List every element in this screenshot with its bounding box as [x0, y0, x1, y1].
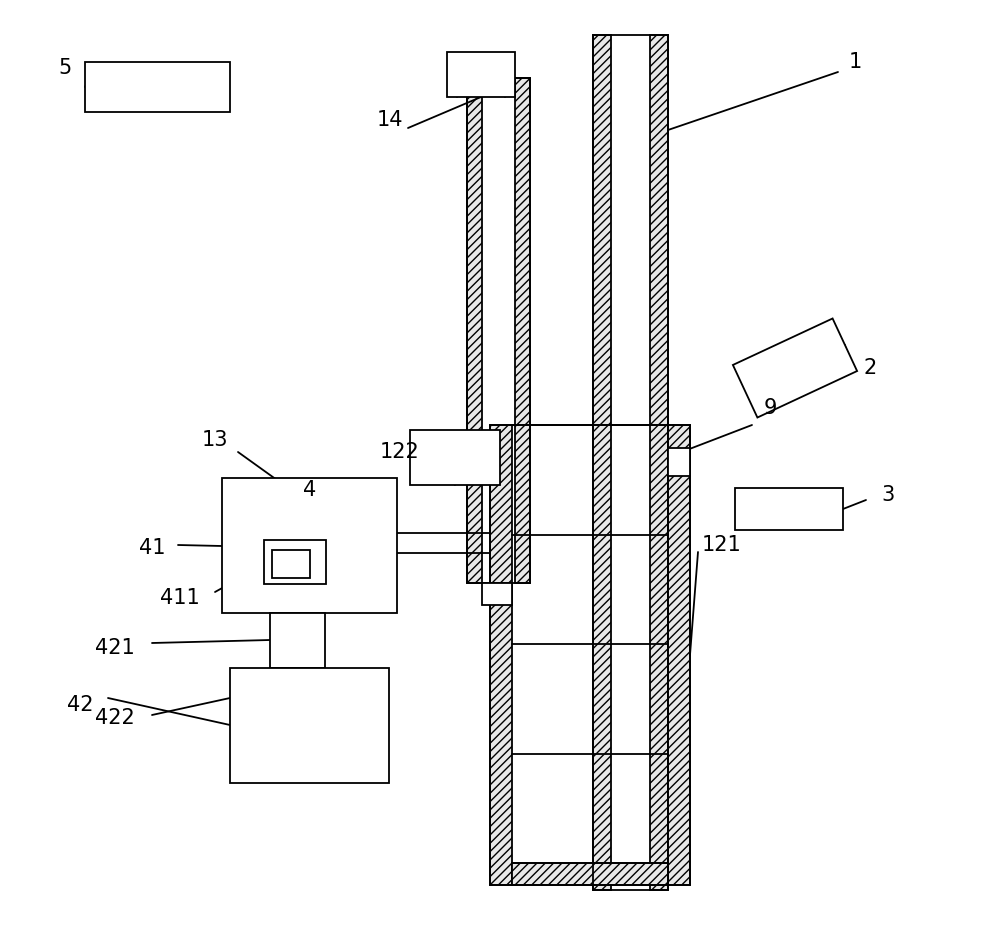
- Bar: [593, 35, 611, 890]
- Bar: [467, 78, 482, 583]
- Text: 411: 411: [160, 588, 200, 608]
- Bar: [611, 35, 650, 890]
- Bar: [668, 448, 690, 476]
- Bar: [650, 35, 668, 890]
- Text: 42: 42: [67, 695, 93, 715]
- Bar: [222, 478, 397, 613]
- Bar: [735, 488, 843, 530]
- Polygon shape: [733, 318, 857, 417]
- Text: 13: 13: [202, 430, 228, 450]
- Text: 41: 41: [139, 538, 165, 558]
- Bar: [515, 78, 530, 583]
- Text: 2: 2: [863, 358, 877, 378]
- Bar: [270, 613, 325, 668]
- Bar: [668, 425, 690, 885]
- Text: 422: 422: [95, 708, 135, 728]
- Text: 9: 9: [763, 398, 777, 418]
- Bar: [410, 430, 500, 485]
- Text: 121: 121: [702, 535, 742, 555]
- Text: 14: 14: [377, 110, 403, 130]
- Bar: [85, 62, 230, 112]
- Bar: [230, 668, 389, 783]
- Text: 3: 3: [881, 485, 895, 505]
- Text: 122: 122: [380, 442, 420, 462]
- Bar: [447, 52, 515, 97]
- Text: 421: 421: [95, 638, 135, 658]
- Bar: [264, 540, 326, 584]
- Bar: [512, 425, 668, 863]
- Bar: [512, 863, 668, 885]
- Bar: [482, 78, 515, 583]
- Bar: [490, 425, 512, 885]
- Text: 4: 4: [303, 480, 317, 500]
- Bar: [272, 550, 310, 578]
- Text: 1: 1: [848, 52, 862, 72]
- Bar: [482, 583, 512, 605]
- Text: 5: 5: [58, 58, 72, 78]
